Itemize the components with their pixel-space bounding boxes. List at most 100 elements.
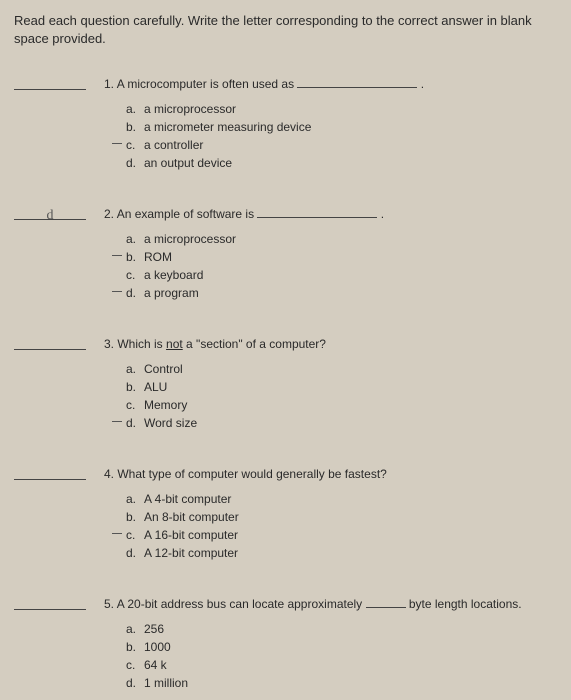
option-letter: b. [126, 119, 144, 136]
option[interactable]: c.a keyboard [126, 267, 557, 284]
question-text: 5. A 20-bit address bus can locate appro… [104, 596, 557, 613]
option-letter: a. [126, 101, 144, 118]
question-stem: Which is not a "section" of a computer? [117, 337, 326, 351]
option-text: a microprocessor [144, 232, 236, 246]
question-stem-after: . [377, 207, 384, 221]
option-text: a micrometer measuring device [144, 120, 311, 134]
option-text: 1000 [144, 640, 171, 654]
option-letter: c. [126, 657, 144, 674]
questions-container: 1. A microcomputer is often used as .a.a… [14, 76, 557, 692]
question-block: 3. Which is not a "section" of a compute… [14, 336, 557, 432]
option-letter: b. [126, 509, 144, 526]
question-body: 1. A microcomputer is often used as .a.a… [104, 76, 557, 172]
question-block: d 2. An example of software is . a.a micro… [14, 206, 557, 302]
question-block: 1. A microcomputer is often used as .a.a… [14, 76, 557, 172]
answer-blank[interactable] [14, 466, 86, 480]
option[interactable]: c.64 k [126, 657, 557, 674]
option-letter: a. [126, 621, 144, 638]
option[interactable]: d.an output device [126, 155, 557, 172]
option-text: Control [144, 362, 183, 376]
option-letter: c. [126, 267, 144, 284]
question-stem-before: A microcomputer is often used as [117, 77, 298, 91]
question-block: 5. A 20-bit address bus can locate appro… [14, 596, 557, 692]
option-letter: a. [126, 231, 144, 248]
option-letter: d. [126, 285, 144, 302]
option-letter: d. [126, 155, 144, 172]
fill-blank [366, 596, 406, 608]
question-body: 3. Which is not a "section" of a compute… [104, 336, 557, 432]
option-text: 256 [144, 622, 164, 636]
option-letter: c. [126, 397, 144, 414]
option-text: a controller [144, 138, 203, 152]
option[interactable]: a.a microprocessor [126, 101, 557, 118]
question-text: 4. What type of computer would generally… [104, 466, 557, 483]
option[interactable]: c.A 16-bit computer [126, 527, 557, 544]
option-text: ALU [144, 380, 167, 394]
option-letter: a. [126, 361, 144, 378]
option[interactable]: b.ALU [126, 379, 557, 396]
question-stem-after: byte length locations. [406, 597, 522, 611]
option-text: A 4-bit computer [144, 492, 231, 506]
option[interactable]: d.1 million [126, 675, 557, 692]
option-text: Memory [144, 398, 187, 412]
option-letter: d. [126, 675, 144, 692]
option[interactable]: b.ROM [126, 249, 557, 266]
option[interactable]: a.A 4-bit computer [126, 491, 557, 508]
question-body: 5. A 20-bit address bus can locate appro… [104, 596, 557, 692]
question-number: 5. [104, 597, 117, 611]
question-text: 1. A microcomputer is often used as . [104, 76, 557, 93]
option-text: A 16-bit computer [144, 528, 238, 542]
options-list: a.a microprocessorb.a micrometer measuri… [104, 101, 557, 171]
question-stem-before: A 20-bit address bus can locate approxim… [117, 597, 366, 611]
options-list: a.A 4-bit computerb.An 8-bit computerc.A… [104, 491, 557, 561]
option[interactable]: a.a microprocessor [126, 231, 557, 248]
option-letter: c. [126, 527, 144, 544]
option[interactable]: b.1000 [126, 639, 557, 656]
option-text: Word size [144, 416, 197, 430]
question-number: 1. [104, 77, 117, 91]
question-number: 2. [104, 207, 117, 221]
option[interactable]: b.a micrometer measuring device [126, 119, 557, 136]
option-letter: d. [126, 545, 144, 562]
options-list: a.256b.1000c.64 kd.1 million [104, 621, 557, 691]
option-letter: b. [126, 249, 144, 266]
answer-blank[interactable] [14, 76, 86, 90]
fill-blank [297, 76, 417, 88]
question-body: 2. An example of software is . a.a microp… [104, 206, 557, 302]
option[interactable]: c.Memory [126, 397, 557, 414]
option-text: a program [144, 286, 199, 300]
question-text: 2. An example of software is . [104, 206, 557, 223]
option[interactable]: b.An 8-bit computer [126, 509, 557, 526]
options-list: a.Controlb.ALUc.Memoryd.Word size [104, 361, 557, 431]
fill-blank [257, 206, 377, 218]
option[interactable]: d.A 12-bit computer [126, 545, 557, 562]
option-text: ROM [144, 250, 172, 264]
option[interactable]: d.a program [126, 285, 557, 302]
answer-blank[interactable]: d [14, 206, 86, 220]
option[interactable]: c.a controller [126, 137, 557, 154]
question-stem: What type of computer would generally be… [117, 467, 386, 481]
option-letter: d. [126, 415, 144, 432]
option-text: 1 million [144, 676, 188, 690]
option-text: a keyboard [144, 268, 203, 282]
answer-blank[interactable] [14, 596, 86, 610]
option-text: 64 k [144, 658, 167, 672]
option[interactable]: a.Control [126, 361, 557, 378]
option-letter: c. [126, 137, 144, 154]
option-text: A 12-bit computer [144, 546, 238, 560]
option-letter: b. [126, 639, 144, 656]
option-letter: b. [126, 379, 144, 396]
question-block: 4. What type of computer would generally… [14, 466, 557, 562]
option[interactable]: d.Word size [126, 415, 557, 432]
question-number: 3. [104, 337, 117, 351]
answer-blank[interactable] [14, 336, 86, 350]
question-stem-before: An example of software is [117, 207, 258, 221]
instructions-text: Read each question carefully. Write the … [14, 12, 557, 48]
question-text: 3. Which is not a "section" of a compute… [104, 336, 557, 353]
options-list: a.a microprocessorb.ROMc.a keyboardd.a p… [104, 231, 557, 301]
option-text: an output device [144, 156, 232, 170]
question-stem-after: . [417, 77, 424, 91]
question-number: 4. [104, 467, 117, 481]
question-body: 4. What type of computer would generally… [104, 466, 557, 562]
option[interactable]: a.256 [126, 621, 557, 638]
